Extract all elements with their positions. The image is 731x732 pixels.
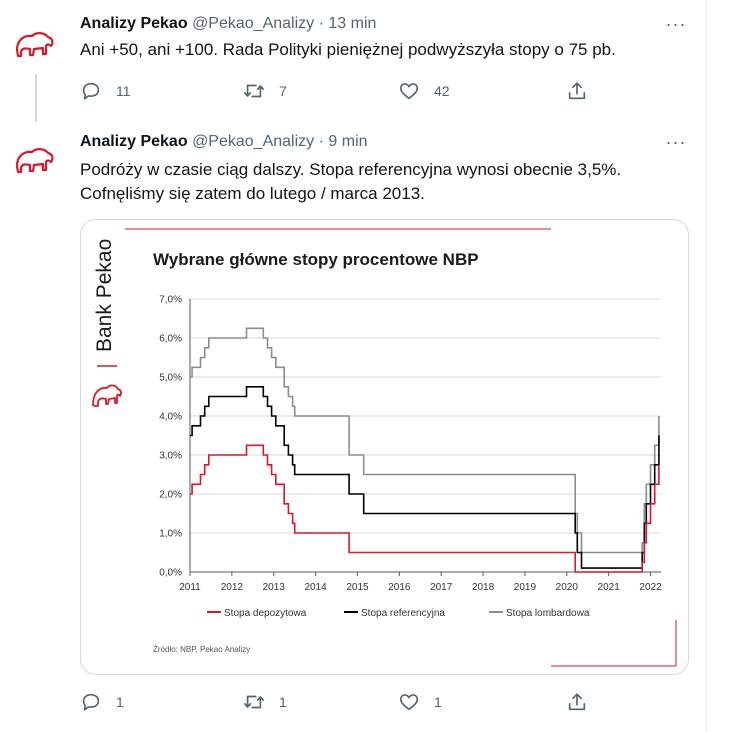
tweet-1[interactable]: Analizy Pekao @Pekao_Analizy · 13 min ··… [0,0,706,122]
chart-legend: Stopa depozytowa Stopa referencyjna Stopa … [207,608,590,619]
y-tick-label: 6,0% [159,334,182,345]
separator-dot: · [318,133,324,150]
x-tick-label: 2014 [304,582,327,593]
author-handle[interactable]: @Pekao_Analizy [192,15,315,32]
tweet-actions: 11 7 42 [80,79,600,103]
brand-text: Bank Pekao [93,239,116,352]
like-button[interactable]: 42 [398,79,450,103]
bison-logo-icon[interactable] [12,138,56,182]
author-handle[interactable]: @Pekao_Analizy [192,133,315,150]
like-icon [399,694,419,711]
retweet-icon [244,695,264,709]
share-button[interactable] [566,79,588,103]
x-tick-label: 2015 [346,582,369,593]
legend-label: Stopa depozytowa [224,608,307,619]
y-tick-label: 4,0% [159,412,182,423]
legend-label: Stopa lombardowa [506,608,590,619]
y-tick-label: 5,0% [159,373,182,384]
like-count: 42 [434,83,450,99]
x-tick-label: 2021 [598,582,621,593]
retweet-count: 7 [279,83,287,99]
legend-label: Stopa referencyjna [361,608,445,619]
y-tick-label: 7,0% [159,295,182,306]
retweet-button[interactable]: 7 [243,79,287,103]
rates-chart: Bank Pekao Wybrane główne stopy procento… [81,220,688,674]
chart-series [190,327,660,573]
tweet-header: Analizy Pekao @Pekao_Analizy · 9 min [80,132,368,152]
like-icon [399,83,419,100]
like-button[interactable]: 1 [398,690,442,714]
tweet-timestamp[interactable]: 9 min [328,133,368,150]
x-tick-label: 2012 [221,582,244,593]
tweet-actions: 1 1 1 [80,690,600,714]
chart-source: Źródło: NBP, Pekao Analizy [153,645,250,654]
x-tick-label: 2018 [472,582,495,593]
share-button[interactable] [566,690,588,714]
tweet-timestamp[interactable]: 13 min [328,15,377,32]
reply-count: 11 [116,83,131,99]
retweet-count: 1 [279,694,287,710]
separator-dot: · [318,15,324,32]
x-tick-label: 2022 [639,582,662,593]
chart-background [81,220,688,674]
tweet-header: Analizy Pekao @Pekao_Analizy · 13 min [80,14,376,34]
y-tick-label: 2,0% [159,490,182,501]
reply-button[interactable]: 1 [80,690,124,714]
tweet-media-card[interactable]: Bank Pekao Wybrane główne stopy procento… [80,219,689,675]
series-line-1 [190,444,660,573]
timeline-border [706,0,707,732]
tweet-2[interactable]: Analizy Pekao @Pekao_Analizy · 9 min ···… [0,122,706,732]
reply-icon [82,82,100,100]
retweet-icon [244,84,264,98]
reply-button[interactable]: 11 [80,79,131,103]
y-tick-label: 3,0% [159,451,182,462]
y-tick-label: 1,0% [159,529,182,540]
bison-logo-icon [92,384,122,407]
more-icon[interactable]: ··· [665,14,687,34]
y-tick-label: 0,0% [159,568,182,579]
x-tick-label: 2019 [514,582,537,593]
x-tick-label: 2011 [179,582,201,593]
series-line-3 [190,327,660,554]
x-axis-ticks: 2011 2012 2013 2014 2015 2016 2017 2018 2019 2020… [179,572,662,593]
x-tick-label: 2020 [556,582,579,593]
series-line-2 [190,386,660,569]
tweet-text: Ani +50, ani +100. Rada Polityki pienięż… [80,40,616,59]
retweet-button[interactable]: 1 [243,690,287,714]
reply-icon [82,693,100,711]
thread-connector [35,74,37,122]
bison-logo-icon[interactable] [12,22,56,66]
more-icon[interactable]: ··· [665,132,687,152]
author-name[interactable]: Analizy Pekao [80,133,188,150]
x-tick-label: 2016 [388,582,411,593]
like-count: 1 [434,694,442,710]
share-icon [568,693,586,711]
y-axis-ticks: 0,0% 1,0% 2,0% 3,0% 4,0% 5,0% 6,0% 7,0% [159,295,182,579]
x-tick-label: 2017 [430,582,453,593]
tweet-text-line-1: Podróży w czasie ciąg dalszy. Stopa refe… [80,160,622,179]
x-tick-label: 2013 [263,582,286,593]
share-icon [568,82,586,100]
reply-count: 1 [116,694,124,710]
author-name[interactable]: Analizy Pekao [80,15,188,32]
chart-title: Wybrane główne stopy procentowe NBP [153,250,479,269]
chart-gridlines [190,298,661,534]
tweet-text-line-2: Cofnęliśmy się zatem do lutego / marca 2… [80,184,425,203]
